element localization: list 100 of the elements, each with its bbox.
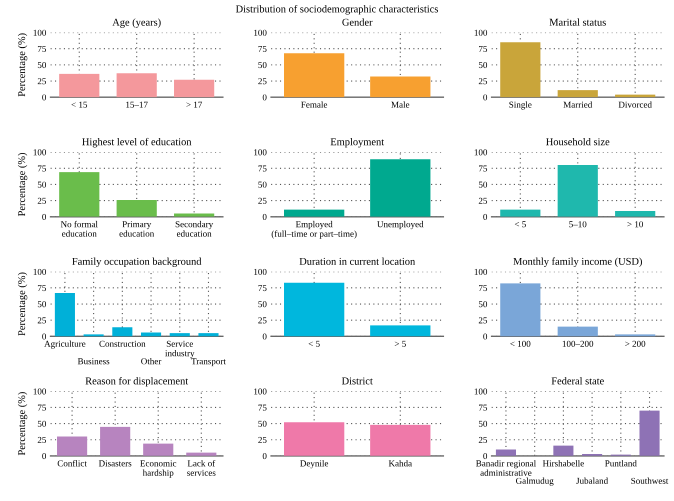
y-tick-label: 25 xyxy=(38,78,46,84)
y-tick-label: 0 xyxy=(262,333,267,340)
bar xyxy=(170,333,190,336)
y-tick-label: 75 xyxy=(479,404,488,411)
y-axis-title: Percentage (%) xyxy=(18,152,28,216)
y-tick-label: 25 xyxy=(258,198,267,204)
y-tick-label: 50 xyxy=(478,420,488,427)
x-tick-label: Conflict xyxy=(58,460,87,466)
y-tick-label: 25 xyxy=(258,78,267,84)
x-tick-label: > 200 xyxy=(625,340,646,347)
y-tick-label: 25 xyxy=(258,317,267,324)
y-tick-label: 25 xyxy=(38,436,46,443)
y-tick-label: 0 xyxy=(42,214,46,220)
bar xyxy=(116,200,157,217)
y-tick-label: 0 xyxy=(483,94,488,100)
y-tick-label: 100 xyxy=(34,388,46,394)
x-tick-label: Female xyxy=(301,101,328,108)
bar xyxy=(558,326,598,336)
y-tick-label: 50 xyxy=(258,420,267,427)
y-tick-label: 0 xyxy=(483,214,488,220)
x-tick-label: Unemployed xyxy=(377,220,424,230)
y-tick-label: 75 xyxy=(38,166,46,172)
bar xyxy=(112,327,132,336)
x-tick-label: > 17 xyxy=(186,102,202,108)
y-axis-title: Percentage (%) xyxy=(18,272,28,336)
bar xyxy=(553,446,574,456)
bar xyxy=(639,410,660,456)
text: Distribution of sociodemographic characteristics xyxy=(236,5,438,15)
y-tick-label: 50 xyxy=(258,62,267,68)
y-tick-label: 50 xyxy=(478,182,488,188)
y-tick-label: 0 xyxy=(262,453,267,460)
x-tick-label: < 5 xyxy=(514,221,526,228)
x-tick-label: Married xyxy=(563,101,592,108)
y-tick-label: 50 xyxy=(258,182,267,188)
y-tick-label: 100 xyxy=(254,388,267,394)
bar xyxy=(141,332,162,336)
bar xyxy=(59,74,100,98)
chart-title: Family occupation background xyxy=(72,258,202,268)
y-tick-label: 25 xyxy=(258,436,267,443)
bar xyxy=(143,444,174,456)
chart-title: District xyxy=(342,377,373,384)
bar xyxy=(174,214,214,217)
x-tick-label: Employed (full–time or part–time) xyxy=(272,220,357,239)
y-tick-label: 100 xyxy=(474,30,488,36)
bar xyxy=(174,80,214,98)
y-tick-label: 25 xyxy=(38,198,46,204)
y-tick-label: 100 xyxy=(474,388,488,394)
x-tick-label: Transport xyxy=(191,358,226,366)
y-tick-label: 75 xyxy=(38,285,46,292)
x-tick-label: Construction xyxy=(99,340,146,347)
x-tick-label: 15–17 xyxy=(126,102,148,108)
y-tick-label: 0 xyxy=(262,94,267,100)
x-tick-label: Banadir regional administrative xyxy=(476,460,536,476)
bar xyxy=(496,449,516,456)
x-tick-label: Jubaland xyxy=(576,478,608,484)
x-tick-label: Puntland xyxy=(605,460,637,466)
x-tick-label: Service industry xyxy=(165,340,195,358)
y-tick-label: 75 xyxy=(479,166,488,172)
y-tick-label: 100 xyxy=(34,30,46,36)
chart-title: Reason for displacement xyxy=(86,377,188,387)
y-tick-label: 50 xyxy=(38,420,46,427)
x-tick-label: Business xyxy=(78,358,110,364)
y-tick-label: 100 xyxy=(34,149,46,156)
x-tick-label: No formal education xyxy=(60,220,98,237)
x-tick-label: Divorced xyxy=(618,101,652,108)
chart-title: Monthly family income (USD) xyxy=(513,257,642,268)
bar xyxy=(615,94,656,98)
y-tick-label: 100 xyxy=(254,268,267,275)
y-tick-label: 50 xyxy=(478,301,488,308)
x-tick-label: Primary education xyxy=(120,221,154,237)
y-tick-label: 0 xyxy=(483,333,488,340)
bar xyxy=(558,165,598,217)
y-tick-label: 75 xyxy=(258,166,267,172)
bar xyxy=(198,333,219,336)
chart-title: Highest level of education xyxy=(82,138,192,148)
y-tick-label: 100 xyxy=(254,149,267,156)
chart-title: Household size xyxy=(546,138,610,146)
x-tick-label: 100–200 xyxy=(562,340,594,347)
y-tick-label: 25 xyxy=(38,317,46,324)
x-tick-label: 5–10 xyxy=(569,221,586,228)
y-tick-label: 0 xyxy=(262,214,267,220)
chart-title: Duration in current location xyxy=(300,258,416,265)
x-tick-label: Deynile xyxy=(300,460,328,468)
chart-title: Federal state xyxy=(552,377,604,384)
bar xyxy=(500,210,540,217)
y-tick-label: 50 xyxy=(38,62,46,68)
x-tick-label: < 5 xyxy=(308,340,320,347)
y-tick-label: 75 xyxy=(479,285,488,292)
y-tick-label: 75 xyxy=(258,404,267,411)
chart-title: Gender xyxy=(342,18,372,26)
y-tick-label: 50 xyxy=(258,301,267,308)
y-tick-label: 25 xyxy=(478,317,488,324)
y-axis-title: Percentage (%) xyxy=(18,392,28,456)
x-tick-label: Galmudug xyxy=(516,478,554,486)
bar xyxy=(57,436,88,456)
y-tick-label: 100 xyxy=(254,30,267,36)
x-tick-label: Hirshabelle xyxy=(542,460,584,466)
x-tick-label: Disasters xyxy=(98,460,132,466)
x-tick-label: Economic hardship xyxy=(140,460,176,478)
y-axis-title: Percentage (%) xyxy=(18,33,28,97)
